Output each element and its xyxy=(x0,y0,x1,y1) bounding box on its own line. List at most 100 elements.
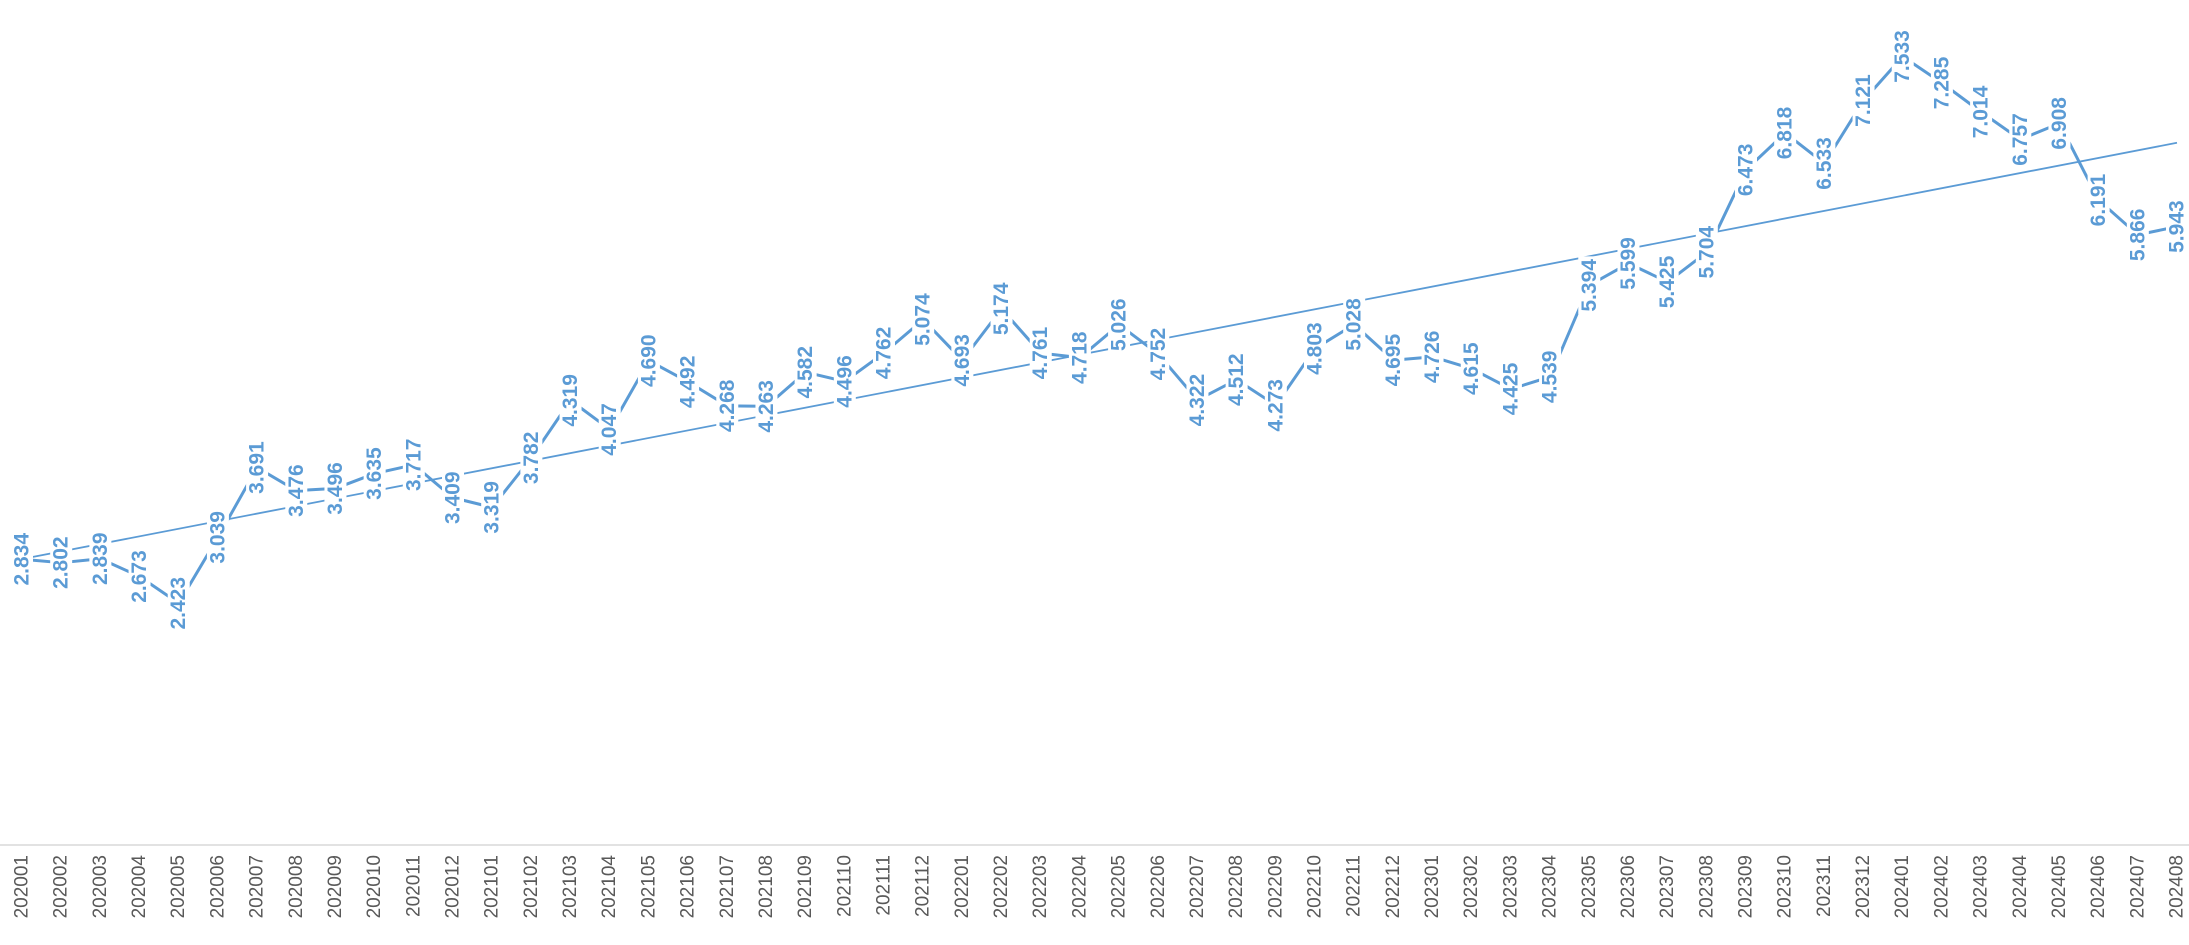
data-label-background xyxy=(520,428,543,487)
x-tick-label: 202407 xyxy=(2127,855,2148,918)
data-label-background xyxy=(246,438,269,497)
data-label-background xyxy=(912,290,935,349)
data-label-background xyxy=(1813,134,1836,193)
data-label: 4.512 xyxy=(1225,353,1248,406)
x-tick-label: 202212 xyxy=(1383,855,1404,918)
data-label-background xyxy=(1852,71,1875,130)
x-tick-label: 202110 xyxy=(834,855,855,917)
data-label-background xyxy=(206,508,229,567)
x-tick-label: 202010 xyxy=(364,855,385,918)
data-label-background xyxy=(833,352,856,411)
x-tick-label: 202004 xyxy=(129,855,150,919)
data-label-background xyxy=(1421,327,1444,386)
x-tick-label: 202012 xyxy=(443,855,464,918)
x-tick-label: 202307 xyxy=(1657,855,1678,918)
x-tick-label: 202204 xyxy=(1069,855,1090,919)
data-label: 2.839 xyxy=(89,532,112,585)
data-label: 4.761 xyxy=(1029,326,1052,379)
x-tick-label: 202102 xyxy=(521,855,542,918)
x-tick-label: 202006 xyxy=(207,855,228,918)
data-label: 5.174 xyxy=(990,282,1013,335)
data-label: 4.695 xyxy=(1382,334,1405,387)
data-label-background xyxy=(1304,319,1326,378)
data-label-background xyxy=(1029,324,1052,383)
data-label-background xyxy=(402,435,425,494)
data-label: 4.539 xyxy=(1539,351,1562,404)
data-label: 3.635 xyxy=(363,447,386,500)
x-tick-label: 202210 xyxy=(1305,855,1326,918)
x-tick-label: 202203 xyxy=(1030,855,1051,918)
data-label: 6.908 xyxy=(2048,97,2071,150)
data-label-background xyxy=(1656,253,1679,312)
data-label: 3.039 xyxy=(206,511,229,564)
data-label-background xyxy=(598,400,621,459)
x-tick-label: 202310 xyxy=(1775,855,1796,918)
data-label-background xyxy=(481,478,504,537)
x-tick-label: 202312 xyxy=(1853,855,1874,918)
data-label: 6.191 xyxy=(2087,173,2110,226)
x-tick-label: 202209 xyxy=(1265,855,1286,918)
x-tick-label: 202306 xyxy=(1618,855,1639,918)
data-label-background xyxy=(2126,205,2149,264)
data-label: 4.492 xyxy=(677,356,700,409)
data-label-background xyxy=(2048,94,2071,153)
data-label-background xyxy=(442,468,464,527)
data-label-background xyxy=(1068,328,1091,387)
data-label: 4.263 xyxy=(755,380,778,433)
data-label: 4.803 xyxy=(1304,322,1327,375)
x-tick-label: 202305 xyxy=(1579,855,1600,918)
data-label-background xyxy=(1460,339,1483,398)
data-label: 4.425 xyxy=(1499,362,1522,415)
data-label: 5.074 xyxy=(912,293,935,346)
data-label-background xyxy=(50,533,73,592)
data-label: 6.473 xyxy=(1735,144,1758,197)
data-label: 3.476 xyxy=(285,464,308,517)
x-tick-label: 202308 xyxy=(1696,855,1717,918)
x-tick-label: 202404 xyxy=(2010,855,2031,919)
x-tick-label: 202008 xyxy=(286,855,307,918)
data-label: 7.285 xyxy=(1930,56,1953,109)
x-tick-label: 202208 xyxy=(1226,855,1247,918)
x-tick-label: 202108 xyxy=(756,855,777,918)
data-label-background xyxy=(1695,223,1718,282)
x-tick-label: 202111 xyxy=(874,855,895,916)
data-label: 2.423 xyxy=(167,577,190,630)
data-label: 5.943 xyxy=(2166,200,2189,253)
data-label: 3.409 xyxy=(442,471,465,524)
data-label: 6.818 xyxy=(1774,106,1797,159)
data-label-background xyxy=(990,279,1013,338)
x-tick-label: 202408 xyxy=(2167,855,2188,918)
data-label: 4.496 xyxy=(833,355,856,408)
data-label-background xyxy=(89,529,112,588)
x-tick-label: 202009 xyxy=(325,855,346,918)
data-label: 6.533 xyxy=(1813,137,1836,190)
data-label-background xyxy=(1382,331,1405,390)
data-label: 4.047 xyxy=(598,403,621,456)
data-label-background xyxy=(716,376,739,435)
data-label: 7.533 xyxy=(1891,30,1914,83)
data-label: 4.693 xyxy=(951,334,974,387)
data-label-background xyxy=(324,459,347,518)
data-label-background xyxy=(1735,140,1757,199)
data-label: 2.673 xyxy=(128,550,151,603)
x-tick-label: 202403 xyxy=(1971,855,1992,918)
data-label: 7.014 xyxy=(1970,85,1993,138)
data-label: 5.394 xyxy=(1578,259,1601,312)
x-tick-layer: 202001 202002 202003 202004 202005 202006 2020… xyxy=(12,855,2188,919)
x-tick-label: 202104 xyxy=(599,855,620,919)
data-label: 6.757 xyxy=(2009,113,2032,166)
x-tick-label: 202205 xyxy=(1109,855,1130,918)
data-label: 5.026 xyxy=(1108,298,1131,351)
x-tick-label: 202202 xyxy=(991,855,1012,918)
data-label: 5.704 xyxy=(1695,226,1718,279)
data-label-background xyxy=(873,323,895,382)
x-tick-label: 202003 xyxy=(90,855,111,918)
x-tick-label: 202112 xyxy=(913,855,934,917)
data-label: 4.726 xyxy=(1421,331,1444,384)
data-label-background xyxy=(1578,256,1601,315)
data-label: 7.121 xyxy=(1852,74,1875,127)
data-label: 5.425 xyxy=(1656,255,1679,308)
x-tick-label: 202311 xyxy=(1814,855,1835,917)
x-tick-label: 202406 xyxy=(2088,855,2109,918)
